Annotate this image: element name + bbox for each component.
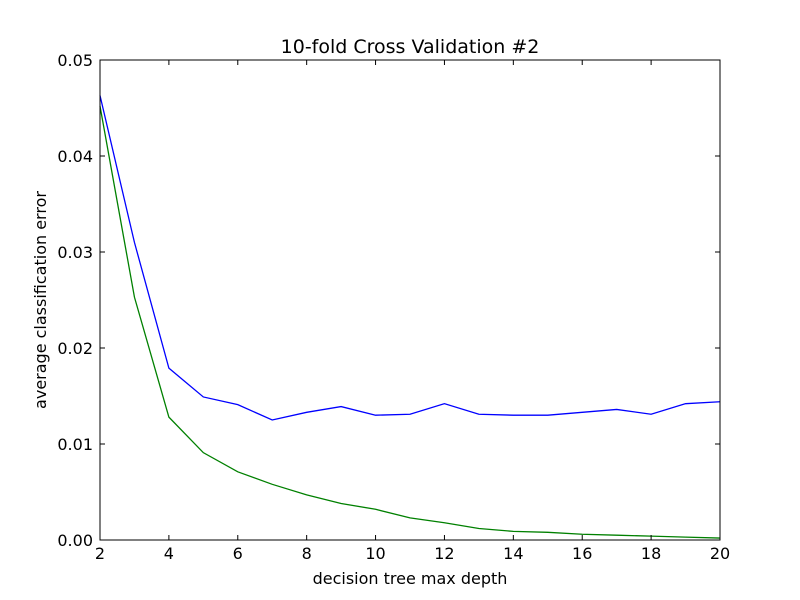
x-tick-label: 14	[503, 544, 523, 563]
x-tick-label: 8	[302, 544, 312, 563]
y-tick-label: 0.01	[57, 435, 93, 454]
x-axis-label: decision tree max depth	[313, 569, 508, 588]
x-tick-label: 10	[365, 544, 385, 563]
y-axis: 0.00 0.01 0.02 0.03 0.04 0.05	[57, 51, 720, 550]
series-line-1	[99, 95, 721, 421]
x-tick-label: 18	[641, 544, 661, 563]
x-tick-label: 20	[710, 544, 730, 563]
y-tick-label: 0.04	[57, 147, 93, 166]
y-tick-label: 0.03	[57, 243, 93, 262]
plot-frame	[99, 59, 721, 541]
x-tick-label: 6	[233, 544, 243, 563]
x-tick-label: 2	[95, 544, 105, 563]
y-tick-label: 0.00	[57, 531, 93, 550]
y-tick-label: 0.05	[57, 51, 93, 70]
x-tick-label: 12	[434, 544, 454, 563]
x-tick-label: 4	[164, 544, 174, 563]
x-axis: 2 4 6 8 10 12 14 16 18 20	[95, 60, 730, 563]
chart-title: 10-fold Cross Validation #2	[281, 36, 540, 58]
series-layer	[99, 95, 721, 539]
y-tick-label: 0.02	[57, 339, 93, 358]
y-axis-label: average classification error	[31, 191, 50, 409]
x-tick-label: 16	[572, 544, 592, 563]
series-line-2	[99, 105, 721, 539]
